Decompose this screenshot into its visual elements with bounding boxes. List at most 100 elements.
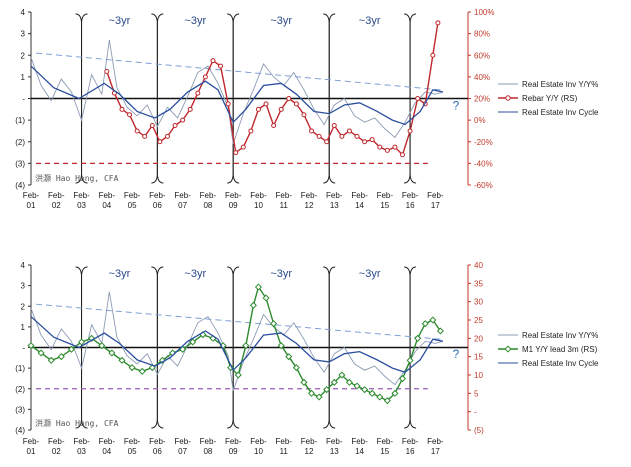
- series-point: [67, 345, 75, 353]
- x-tick-label-top: Feb-: [301, 437, 318, 446]
- series-point: [376, 393, 384, 401]
- y2-tick-label: 35: [474, 279, 483, 288]
- cycle-label: ~3yr: [359, 15, 381, 27]
- series-point: [157, 139, 163, 145]
- watermark: 洪灏 Hao Hong, CFA: [35, 418, 119, 428]
- x-tick-label-top: Feb-: [149, 191, 166, 200]
- x-tick-label-top: Feb-: [124, 191, 141, 200]
- y2-tick-label: -: [474, 408, 477, 417]
- series-point: [309, 128, 315, 134]
- x-tick-label-bottom: 04: [102, 201, 111, 210]
- series-point: [189, 338, 197, 346]
- x-tick-label-bottom: 10: [254, 447, 263, 456]
- series-point: [383, 397, 391, 405]
- cycle-bracket-left: [232, 13, 240, 184]
- series-point: [78, 338, 86, 346]
- series-point: [339, 133, 345, 139]
- series-point: [346, 128, 352, 134]
- y-tick-label: 4: [21, 261, 26, 270]
- y-tick-label: (1): [15, 116, 25, 125]
- x-tick-label-top: Feb-: [99, 437, 116, 446]
- y-tick-label: (4): [15, 181, 25, 190]
- y-tick-label: 2: [21, 302, 26, 311]
- series-point: [118, 356, 126, 364]
- cycle-bracket-left: [156, 266, 164, 429]
- x-tick-label-top: Feb-: [99, 191, 116, 200]
- series-point: [202, 74, 208, 80]
- x-tick-label-bottom: 12: [305, 447, 314, 456]
- series-point: [134, 128, 140, 134]
- x-tick-label-bottom: 08: [203, 447, 212, 456]
- legend-label: Real Estate Inv Cycle: [522, 108, 599, 117]
- cycle-label: ~3yr: [109, 268, 131, 280]
- x-tick-label-top: Feb-: [200, 437, 217, 446]
- cycle-bracket-left: [81, 13, 88, 184]
- x-tick-label-top: Feb-: [377, 437, 394, 446]
- x-tick-label-bottom: 01: [27, 447, 36, 456]
- x-tick-label-bottom: 15: [380, 447, 389, 456]
- series-point: [286, 96, 292, 101]
- series-point: [270, 320, 278, 328]
- x-tick-label-bottom: 09: [229, 447, 238, 456]
- series-point: [249, 301, 257, 309]
- y2-tick-label: -60%: [474, 181, 493, 190]
- legend-label: Real Estate Inv Y/Y%: [522, 331, 598, 340]
- series-point: [47, 356, 55, 364]
- series-point: [392, 144, 398, 150]
- cycle-bracket-left: [156, 13, 164, 184]
- series-point: [234, 371, 242, 379]
- x-tick-label-bottom: 11: [280, 201, 289, 210]
- series-point: [300, 378, 308, 386]
- x-tick-label-top: Feb-: [250, 191, 267, 200]
- x-tick-label-top: Feb-: [402, 437, 419, 446]
- x-tick-label-bottom: 05: [128, 201, 137, 210]
- y-tick-label: -: [22, 95, 25, 104]
- x-tick-label-bottom: 09: [229, 201, 238, 210]
- series-point: [57, 353, 65, 361]
- y2-tick-label: 80%: [474, 30, 490, 39]
- series-point: [255, 106, 261, 112]
- x-tick-label-bottom: 13: [330, 201, 339, 210]
- cycle-label: ~3yr: [184, 268, 206, 280]
- x-tick-label-top: Feb-: [174, 437, 191, 446]
- x-tick-label-bottom: 17: [431, 447, 440, 456]
- x-tick-label-bottom: 03: [77, 447, 86, 456]
- series-line: [30, 316, 444, 373]
- y-tick-label: (1): [15, 364, 25, 373]
- cycle-label: ~3yr: [109, 15, 131, 27]
- series-point: [361, 386, 369, 394]
- x-tick-label-top: Feb-: [124, 437, 141, 446]
- series-point: [398, 375, 407, 383]
- series-point: [218, 63, 224, 69]
- series-point: [277, 342, 285, 350]
- legend-label: Rebar Y/Y (RS): [522, 94, 578, 103]
- x-tick-label-bottom: 03: [77, 201, 86, 210]
- cycle-label: ~3yr: [270, 15, 292, 27]
- y2-tick-label: 25: [474, 316, 483, 325]
- series-point: [271, 123, 277, 129]
- x-tick-label-top: Feb-: [48, 191, 65, 200]
- x-tick-label-top: Feb-: [351, 437, 368, 446]
- y2-tick-label: 20%: [474, 95, 490, 104]
- series-point: [354, 133, 360, 139]
- x-tick-label-top: Feb-: [23, 437, 40, 446]
- series-point: [362, 139, 368, 145]
- legend-marker: [505, 95, 511, 101]
- series-point: [278, 106, 284, 112]
- x-tick-label-top: Feb-: [276, 191, 293, 200]
- series-point: [108, 349, 116, 357]
- x-tick-label-bottom: 05: [128, 447, 137, 456]
- legend-label: Real Estate Inv Cycle: [522, 359, 599, 368]
- y-tick-label: (3): [15, 405, 25, 414]
- x-tick-label-top: Feb-: [301, 191, 318, 200]
- y-tick-label: (2): [15, 385, 25, 394]
- series-point: [263, 101, 269, 107]
- series-point: [27, 342, 35, 350]
- x-tick-label-bottom: 06: [153, 447, 162, 456]
- series-point: [436, 327, 444, 335]
- series-point: [377, 144, 383, 150]
- series-point: [242, 342, 250, 350]
- series-point: [119, 106, 125, 112]
- x-tick-label-top: Feb-: [377, 191, 394, 200]
